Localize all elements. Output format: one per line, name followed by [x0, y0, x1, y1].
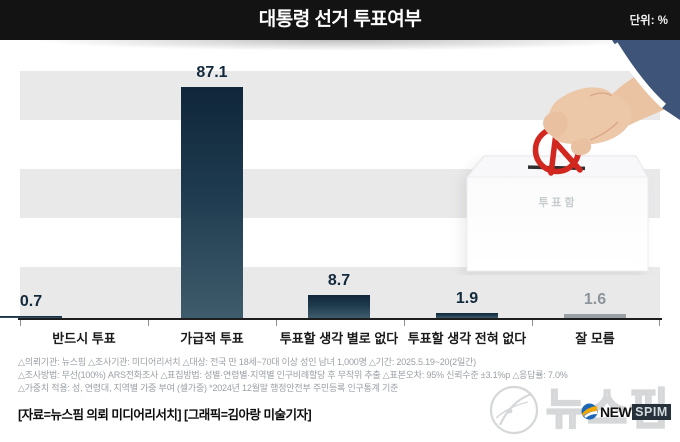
x-axis-line	[18, 318, 662, 320]
header-bar: 대통령 선거 투표여부 단위: %	[0, 0, 680, 40]
bar	[181, 87, 243, 318]
bar	[0, 316, 62, 318]
axis-tick	[148, 320, 149, 326]
vote-casting-illustration: 투표함	[465, 40, 680, 272]
ballot-box-label: 투표함	[538, 195, 577, 209]
axis-tick	[276, 320, 277, 326]
bar-value-label: 1.6	[583, 291, 607, 308]
axis-tick	[659, 320, 660, 326]
bar	[308, 295, 370, 318]
source-credit: [자료=뉴스핌 의뢰 미디어리서치] [그래픽=김아랑 미술기자]	[18, 408, 312, 422]
category-label: 가급적 투표	[180, 331, 244, 346]
brand-text-new: NEW	[600, 403, 632, 420]
bar-group-definitely-vote: 87.1	[181, 64, 243, 318]
footnote-line: △조사방법: 무선(100%) ARS전화조사 △표집방법: 성별·연령별·지역…	[18, 369, 568, 380]
footnote-line: △가중치 적용: 성, 연령대, 지역별 가중 부여 (셀가중) *2024년 …	[18, 382, 399, 393]
category-label: 투표할 생각 전혀 없다	[407, 331, 527, 346]
suit-sleeve-icon	[612, 40, 680, 120]
newspim-globe-icon	[489, 385, 539, 435]
bar-value-label: 8.7	[327, 272, 351, 289]
bar-value-label: 87.1	[196, 64, 228, 81]
category-label: 반드시 투표	[52, 331, 116, 346]
brand-text-spim: SPIM	[632, 403, 671, 420]
newspim-swoosh-icon	[581, 403, 598, 420]
newspim-brand-logo: NEW SPIM	[581, 403, 671, 420]
axis-tick	[20, 320, 21, 326]
bar-group-dont-know: 0.7	[0, 293, 62, 318]
bar-group-never-vote: 1.6	[564, 291, 626, 318]
bar-value-label: 1.9	[455, 290, 479, 307]
axis-tick	[532, 320, 533, 326]
page-title: 대통령 선거 투표여부	[258, 9, 422, 30]
axis-tick	[404, 320, 405, 326]
bar-group-probably-not-vote: 1.9	[436, 290, 498, 318]
category-label: 투표할 생각 별로 없다	[279, 331, 399, 346]
bar-value-label: 0.7	[19, 293, 43, 310]
bar	[436, 313, 498, 318]
header-shadow	[0, 40, 680, 62]
category-label: 잘 모름	[575, 331, 615, 346]
unit-label: 단위: %	[629, 15, 668, 27]
bar-group-probably-vote: 8.7	[308, 272, 370, 318]
survey-footnotes: △의뢰기관: 뉴스핌 △조사기관: 미디어리서치 △대상: 전국 만 18세~7…	[18, 356, 673, 394]
bar	[564, 314, 626, 318]
footnote-line: △의뢰기관: 뉴스핌 △조사기관: 미디어리서치 △대상: 전국 만 18세~7…	[18, 357, 476, 367]
